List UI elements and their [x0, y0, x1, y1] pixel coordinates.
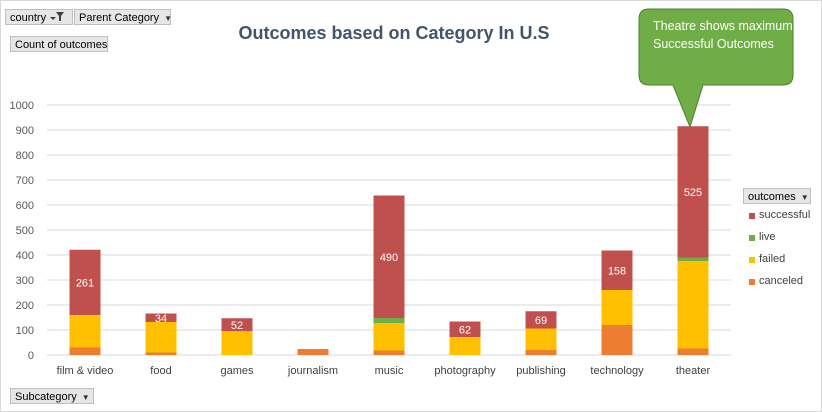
bar-segment-failed [449, 337, 481, 355]
bar-segment-successful [449, 321, 481, 337]
category-label: theater [676, 365, 711, 377]
bar-segment-failed [677, 261, 709, 349]
values-field-button[interactable]: Count of outcomes [10, 36, 108, 52]
legend-entry-failed: failed [743, 252, 819, 274]
callout-bubble [638, 8, 794, 129]
legend-label: canceled [759, 275, 804, 287]
category-label: film & video [57, 365, 114, 377]
data-label: 52 [231, 320, 243, 332]
y-tick-label: 600 [16, 200, 34, 212]
y-tick-label: 300 [16, 275, 34, 287]
data-label: 525 [684, 187, 702, 199]
parent-category-filter-button[interactable]: Parent Category ▼ [74, 9, 173, 25]
y-tick-label: 500 [16, 225, 34, 237]
chart-title: Outcomes based on Category In U.S [238, 23, 550, 43]
legend-entry-successful: successful [743, 208, 819, 230]
bar-segment-successful [677, 126, 709, 258]
legend-field-button[interactable]: outcomes ▼ [743, 188, 811, 204]
bar-segment-live [677, 257, 709, 261]
bar-segment-failed [373, 323, 405, 351]
data-label: 34 [155, 313, 167, 325]
category-label: journalism [287, 365, 338, 377]
y-tick-label: 400 [16, 250, 34, 262]
bar-segment-successful [221, 318, 253, 332]
y-tick-label: 200 [16, 300, 34, 312]
bar-segment-canceled [297, 349, 329, 355]
bars [69, 126, 709, 355]
callout-shape [638, 8, 794, 129]
bar-segment-failed [221, 331, 253, 355]
bar-segment-failed [69, 315, 101, 348]
legend-swatch [749, 279, 755, 285]
category-label: photography [434, 365, 496, 377]
parent-category-filter-label: Parent Category [79, 12, 160, 24]
axis-field-label: Subcategory [15, 391, 77, 403]
category-label: food [150, 365, 171, 377]
legend-label: successful [759, 209, 811, 221]
x-axis: film & video food games journalism music phot… [57, 365, 711, 377]
bar-segment-canceled [373, 350, 405, 355]
country-filter-button[interactable]: country [5, 9, 73, 25]
dropdown-arrow-icon: ▼ [800, 193, 809, 202]
bar-segment-successful [69, 249, 101, 315]
data-labels: 261 34 52 490 62 69 158 525 [76, 187, 702, 336]
legend-swatch [749, 235, 755, 241]
bar-segment-canceled [677, 348, 709, 355]
data-label: 158 [608, 265, 626, 277]
data-label: 69 [535, 315, 547, 327]
legend-swatch [749, 257, 755, 263]
y-tick-label: 800 [16, 150, 34, 162]
bar-segment-failed [525, 328, 557, 350]
y-tick-label: 1000 [10, 100, 34, 112]
data-label: 261 [76, 277, 94, 289]
y-axis: 0 100 200 300 400 500 600 700 800 900 1000 [10, 100, 34, 362]
bar-segment-successful [373, 195, 405, 318]
y-tick-label: 100 [16, 325, 34, 337]
filter-icon [50, 12, 65, 21]
country-filter-label: country [10, 12, 47, 24]
data-label: 62 [459, 324, 471, 336]
bar-segment-live [373, 318, 405, 323]
legend-entry-canceled: canceled [743, 274, 819, 296]
legend: outcomes ▼ successful live failed canceled [743, 187, 819, 296]
legend-label: failed [759, 253, 786, 265]
bar-segment-canceled [525, 350, 557, 355]
axis-field-button[interactable]: Subcategory ▼ [10, 388, 94, 404]
callout-text: Theatre shows maximum Successful Outcome… [653, 19, 793, 51]
bar-segment-canceled [601, 325, 633, 355]
bar-segment-successful [601, 250, 633, 290]
legend-entry-live: live [743, 230, 819, 252]
y-tick-label: 0 [28, 350, 34, 362]
legend-entries: successful live failed canceled [743, 208, 819, 296]
legend-label: live [759, 231, 776, 243]
bar-segment-successful [145, 313, 177, 322]
values-field-label: Count of outcomes [15, 39, 108, 51]
y-tick-label: 700 [16, 175, 34, 187]
category-label: publishing [516, 365, 566, 377]
data-label: 490 [380, 252, 398, 264]
bar-segment-canceled [145, 352, 177, 355]
dropdown-arrow-icon: ▼ [81, 393, 90, 402]
category-label: games [220, 365, 254, 377]
legend-field-label: outcomes [748, 191, 796, 203]
legend-swatch [749, 213, 755, 219]
y-tick-label: 900 [16, 125, 34, 137]
category-label: music [375, 365, 404, 377]
bar-segment-failed [601, 290, 633, 325]
bar-segment-successful [525, 311, 557, 329]
bar-segment-failed [145, 322, 177, 353]
bar-segment-canceled [69, 347, 101, 355]
category-label: technology [590, 365, 644, 377]
dropdown-arrow-icon: ▼ [164, 14, 173, 23]
